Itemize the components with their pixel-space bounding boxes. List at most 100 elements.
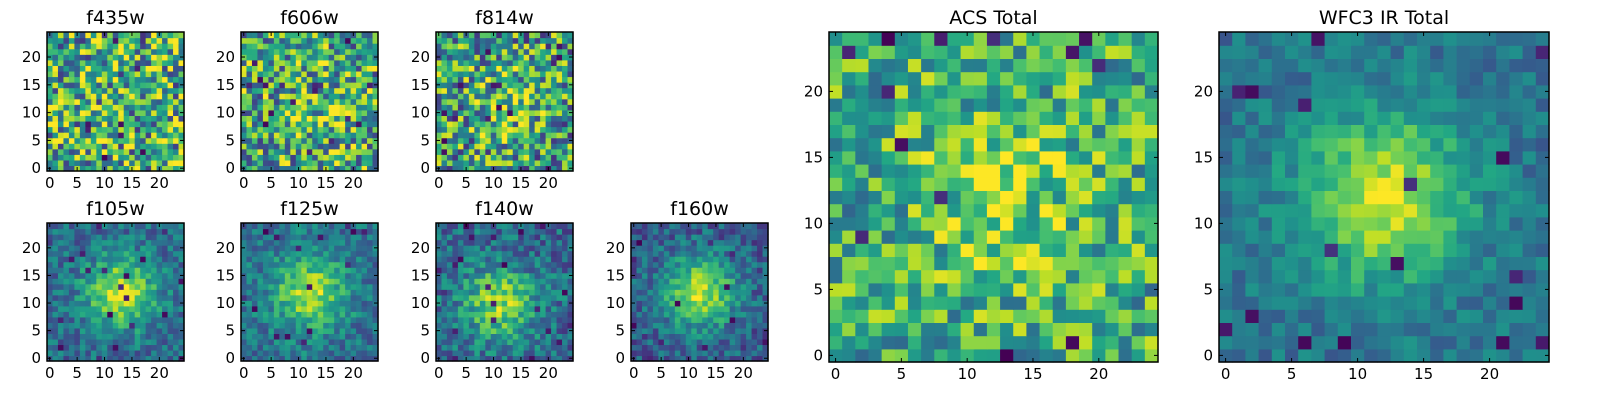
heatmap-cell <box>556 165 563 172</box>
heatmap-cell <box>123 154 130 161</box>
heatmap-cell <box>485 289 492 296</box>
heatmap-cell <box>262 109 269 116</box>
y-tick-label: 20 <box>606 239 625 257</box>
heatmap-cell <box>317 239 324 246</box>
heatmap-cell <box>251 316 259 323</box>
heatmap-cell <box>367 322 374 329</box>
heatmap-cell <box>1052 269 1067 284</box>
heatmap-cell <box>713 228 720 235</box>
heatmap-cell <box>534 300 541 307</box>
heatmap-cell <box>729 223 736 230</box>
heatmap-cell <box>273 349 280 357</box>
heatmap-cell <box>96 48 103 55</box>
heatmap-cell <box>101 126 108 133</box>
heatmap-cell <box>881 190 896 205</box>
heatmap-cell <box>947 177 962 191</box>
heatmap-cell <box>273 76 280 83</box>
heatmap-cell <box>631 333 638 340</box>
heatmap-cell <box>246 93 253 100</box>
heatmap-cell <box>545 267 552 274</box>
heatmap-cell <box>306 349 313 357</box>
heatmap-cell <box>63 37 70 44</box>
heatmap-cell <box>713 267 720 274</box>
heatmap-cell <box>140 245 147 252</box>
heatmap-cell <box>512 120 519 128</box>
heatmap-cell <box>123 239 130 246</box>
heatmap-cell <box>507 305 514 312</box>
heatmap-cell <box>367 305 374 312</box>
heatmap-cell <box>724 261 731 268</box>
heatmap-cell <box>556 54 563 61</box>
heatmap-cell <box>334 349 341 357</box>
heatmap-cell <box>842 190 856 205</box>
heatmap-cell <box>529 223 536 230</box>
heatmap-cell <box>101 70 108 78</box>
heatmap-cell <box>345 126 352 133</box>
heatmap-cell <box>740 305 747 312</box>
heatmap-cell <box>562 300 569 307</box>
heatmap-cell <box>501 344 508 351</box>
heatmap-cell <box>312 272 319 279</box>
heatmap-cell <box>529 37 536 44</box>
heatmap-cell <box>107 289 114 296</box>
heatmap-cell <box>631 322 638 329</box>
heatmap-cell <box>345 87 352 94</box>
heatmap-cell <box>306 316 313 323</box>
heatmap-cell <box>1026 230 1041 244</box>
heatmap-cell <box>507 32 514 39</box>
heatmap-cell <box>345 159 352 167</box>
heatmap-cell <box>107 37 114 44</box>
x-tick-label: 0 <box>45 174 55 192</box>
heatmap-cell <box>562 239 569 246</box>
heatmap-cell <box>268 154 275 161</box>
heatmap-cell <box>868 335 883 350</box>
heatmap-cell <box>986 282 1001 297</box>
heatmap-cell <box>178 104 185 111</box>
heatmap-cell <box>284 278 291 285</box>
heatmap-cell <box>479 154 486 161</box>
heatmap-cell <box>868 203 883 218</box>
heatmap-cell <box>367 327 374 334</box>
heatmap-cell <box>960 243 975 257</box>
heatmap-cell <box>323 54 330 61</box>
heatmap-cell <box>156 250 163 257</box>
heatmap-cell <box>140 322 147 329</box>
heatmap-cell <box>441 250 448 257</box>
heatmap-cell <box>496 148 503 155</box>
heatmap-cell <box>652 327 659 334</box>
heatmap-cell <box>631 349 638 357</box>
heatmap-cell <box>567 289 574 296</box>
heatmap-cell <box>74 120 81 128</box>
x-tick-label: 15 <box>316 174 335 192</box>
heatmap-cell <box>257 65 264 72</box>
heatmap-cell <box>257 250 264 257</box>
heatmap-cell <box>162 294 169 301</box>
heatmap-cell <box>295 333 302 340</box>
heatmap-cell <box>156 143 163 150</box>
heatmap-cell <box>334 228 341 235</box>
heatmap-cell <box>156 65 163 72</box>
heatmap-cell <box>540 104 547 111</box>
heatmap-cell <box>658 272 665 279</box>
heatmap-cell <box>339 65 346 72</box>
heatmap-cell <box>441 355 448 362</box>
heatmap-cell <box>246 223 253 230</box>
heatmap-cell <box>696 228 703 235</box>
heatmap-cell <box>452 132 459 139</box>
heatmap-cell <box>361 223 368 230</box>
heatmap-cell <box>452 311 459 318</box>
heatmap-cell <box>463 43 470 50</box>
x-tick-label: 5 <box>72 174 82 192</box>
heatmap-cell <box>713 234 720 241</box>
heatmap-cell <box>246 267 253 274</box>
heatmap-cell <box>129 126 136 133</box>
heatmap-cell <box>641 316 649 323</box>
heatmap-cell <box>74 148 81 155</box>
heatmap-cell <box>63 65 70 72</box>
heatmap-cell <box>669 338 676 346</box>
heatmap-cell <box>323 143 330 150</box>
heatmap-cell <box>652 261 659 268</box>
heatmap-cell <box>436 65 443 72</box>
heatmap-cell <box>101 76 108 83</box>
heatmap-cell <box>251 294 259 301</box>
